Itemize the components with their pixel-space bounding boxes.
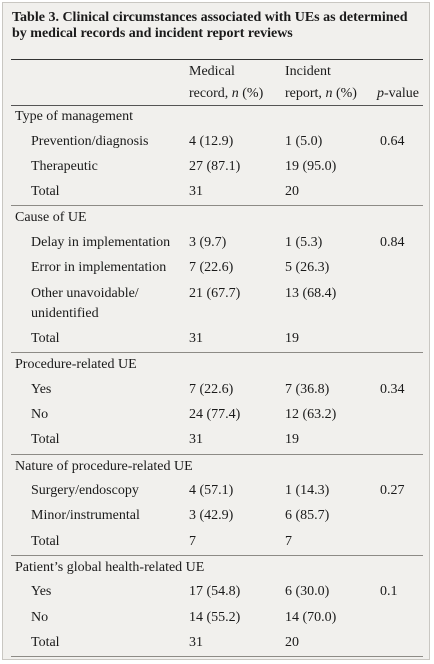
cell-medical: 7 (22.6): [189, 260, 234, 276]
section-divider: [11, 352, 423, 354]
cell-medical: 7 (22.6): [189, 381, 234, 397]
cell-medical: 21 (67.7): [189, 285, 241, 301]
cell-incident: 20: [285, 635, 299, 650]
section-divider: [11, 656, 423, 658]
cell-medical: 3 (42.9): [189, 508, 234, 524]
header-pvalue: p-value: [377, 86, 419, 101]
cell-medical: 31: [189, 432, 203, 448]
section-divider: [11, 205, 423, 207]
table-title: Table 3. Clinical circumstances associat…: [12, 10, 408, 41]
section-title-text: Type of management: [15, 109, 133, 124]
table-panel: Table 3. Clinical circumstances associat…: [2, 2, 430, 660]
cell-medical: 17 (54.8): [189, 584, 241, 600]
header-medical: Medical record, n (%): [189, 61, 263, 105]
cell-medical: 27 (87.1): [189, 158, 241, 174]
cell-medical: 14 (55.2): [189, 609, 241, 625]
row-label: Minor/instrumental: [31, 508, 140, 524]
cell-incident: 13 (68.4): [285, 285, 337, 301]
cell-medical: 24 (77.4): [189, 406, 241, 422]
cell-incident: 5 (26.3): [285, 260, 330, 276]
cell-medical: 4 (12.9): [189, 133, 234, 149]
row-label: Total: [31, 635, 60, 650]
cell-incident: 12 (63.2): [285, 406, 337, 422]
cell-incident: 7: [285, 533, 292, 549]
cell-incident: 6 (85.7): [285, 508, 330, 524]
header-medical-line1: Medical: [189, 64, 235, 79]
cell-incident: 19: [285, 330, 299, 346]
row-label: Total: [31, 432, 60, 448]
header-medical-line2: record, n (%): [189, 86, 264, 101]
cell-incident: 14 (70.0): [285, 609, 337, 625]
cell-medical: 31: [189, 330, 203, 346]
header-incident-line1: Incident: [285, 64, 331, 79]
row-label: No: [31, 609, 49, 625]
header-incident: Incident report, n (%): [285, 61, 357, 105]
cell-pvalue: 0.34: [380, 381, 405, 397]
header-rule: [11, 105, 423, 106]
cell-pvalue: 0.84: [380, 234, 405, 250]
row-label: Other unavoidable/: [31, 285, 139, 301]
row-label: Surgery/endoscopy: [31, 483, 139, 498]
cell-pvalue: 0.64: [380, 133, 405, 149]
section-title-text: Cause of UE: [15, 210, 87, 226]
cell-incident: 19: [285, 432, 299, 448]
header-incident-line2: report, n (%): [285, 86, 357, 101]
cell-medical: 7: [189, 533, 196, 549]
cell-medical: 31: [189, 635, 203, 650]
cell-medical: 4 (57.1): [189, 483, 234, 498]
cell-pvalue: 0.1: [380, 584, 398, 600]
cell-incident: 1 (14.3): [285, 483, 330, 498]
row-label: Total: [31, 330, 60, 346]
row-label: Prevention/diagnosis: [31, 133, 149, 149]
section-divider: [11, 554, 423, 556]
cell-incident: 1 (5.3): [285, 234, 323, 250]
section-title-text: Procedure-related UE: [15, 357, 137, 373]
row-label: Yes: [31, 584, 52, 600]
cell-pvalue: 0.27: [380, 483, 405, 498]
row-label: Yes: [31, 381, 52, 397]
cell-medical: 3 (9.7): [189, 234, 227, 250]
row-label: Therapeutic: [31, 158, 98, 174]
section-divider: [11, 453, 423, 455]
cell-medical: 31: [189, 184, 203, 200]
row-label: Total: [31, 533, 60, 549]
cell-incident: 1 (5.0): [285, 133, 323, 149]
row-label: Error in implementation: [31, 260, 167, 276]
row-label: No: [31, 406, 49, 422]
cell-incident: 7 (36.8): [285, 381, 330, 397]
cell-incident: 6 (30.0): [285, 584, 330, 600]
cell-incident: 19 (95.0): [285, 158, 337, 174]
row-label-continued: unidentified: [31, 305, 99, 321]
section-title-text: Nature of procedure-related UE: [15, 458, 193, 474]
title-rule: [11, 59, 423, 60]
row-label: Delay in implementation: [31, 234, 171, 250]
row-label: Total: [31, 184, 60, 200]
cell-incident: 20: [285, 184, 299, 200]
section-title-text: Patient’s global health-related UE: [15, 559, 205, 575]
